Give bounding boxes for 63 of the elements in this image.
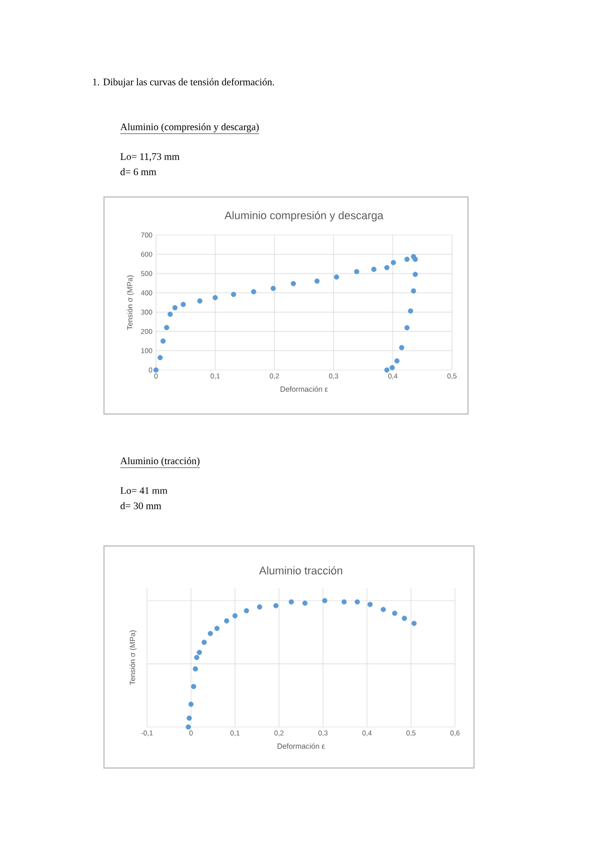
point	[390, 365, 395, 370]
point	[224, 618, 230, 624]
point	[411, 620, 417, 626]
point	[408, 308, 414, 314]
point	[202, 640, 207, 645]
point	[410, 288, 416, 294]
point	[302, 600, 308, 606]
point	[164, 324, 170, 330]
point	[192, 666, 198, 672]
point	[180, 302, 186, 308]
point	[214, 626, 220, 632]
point	[380, 606, 386, 612]
point	[197, 298, 202, 304]
text: d= 30 mm	[120, 502, 162, 510]
point	[160, 338, 166, 344]
point	[371, 266, 376, 272]
point	[354, 269, 360, 274]
point	[384, 264, 390, 270]
point	[168, 312, 173, 317]
point	[288, 599, 294, 604]
point	[314, 278, 320, 284]
point	[208, 630, 213, 636]
chart-title: Aluminio compresión y descarga	[224, 211, 384, 222]
text: Aluminio (tracción)	[120, 457, 200, 466]
point	[384, 367, 390, 373]
point	[390, 260, 396, 266]
point	[196, 650, 202, 656]
point	[212, 295, 218, 300]
text: Lo= 41 mm	[120, 487, 168, 494]
point	[251, 289, 256, 294]
point	[191, 684, 196, 690]
point	[257, 604, 262, 610]
text: 1. Dibujar las curvas de tensión deformación.	[93, 78, 274, 88]
point	[270, 286, 276, 292]
text: Aluminio (compresión y descarga)	[120, 123, 259, 132]
point	[186, 724, 191, 730]
point	[354, 599, 360, 604]
point	[322, 598, 328, 604]
point	[394, 358, 400, 364]
text: d= 6 mm	[120, 168, 156, 176]
point	[404, 325, 410, 330]
point	[244, 608, 250, 614]
point	[172, 305, 178, 310]
point	[232, 613, 238, 618]
point	[412, 272, 418, 277]
point	[342, 599, 347, 604]
point	[158, 355, 163, 360]
point	[230, 292, 236, 297]
point	[153, 367, 159, 373]
point	[188, 702, 194, 707]
point	[399, 345, 404, 350]
point	[186, 716, 192, 721]
point	[290, 280, 296, 286]
point	[273, 603, 279, 608]
point	[194, 654, 200, 660]
point	[367, 602, 373, 608]
point	[392, 610, 398, 616]
point	[334, 274, 340, 280]
point	[404, 256, 410, 262]
point	[412, 256, 418, 262]
point	[402, 616, 407, 621]
chart-title: Aluminio tracción	[259, 566, 342, 574]
text: Lo= 11,73 mm	[120, 153, 180, 162]
